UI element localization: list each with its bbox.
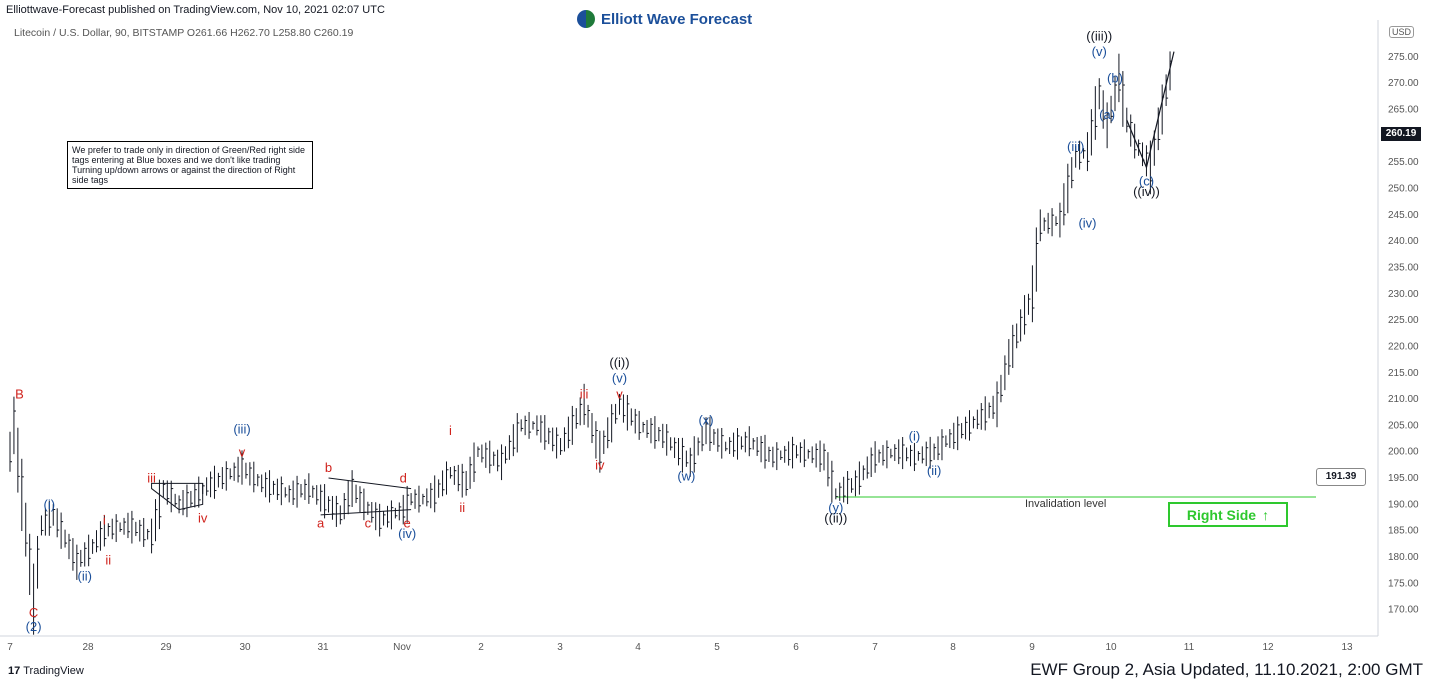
wave-label: (iv) <box>398 526 416 541</box>
x-tick-label: 3 <box>557 642 563 653</box>
y-tick-label: 270.00 <box>1388 78 1419 89</box>
y-tick-label: 190.00 <box>1388 499 1419 510</box>
y-tick-label: 175.00 <box>1388 578 1419 589</box>
x-tick-label: 31 <box>317 642 329 653</box>
x-tick-label: 28 <box>82 642 94 653</box>
y-tick-label: 275.00 <box>1388 52 1419 63</box>
tradingview-label: TradingView <box>23 665 84 677</box>
wave-label: ii <box>105 552 111 567</box>
wave-label: v <box>239 444 246 459</box>
y-tick-label: 180.00 <box>1388 552 1419 563</box>
y-tick-label: 185.00 <box>1388 526 1419 537</box>
x-tick-label: 5 <box>714 642 720 653</box>
y-tick-label: 220.00 <box>1388 341 1419 352</box>
x-tick-label: 9 <box>1029 642 1035 653</box>
x-tick-label: 10 <box>1105 642 1117 653</box>
projection-path <box>1126 51 1175 170</box>
wave-label: (iii) <box>233 422 250 437</box>
wave-label: (i) <box>44 497 56 512</box>
wave-label: e <box>404 516 411 531</box>
y-tick-label: 205.00 <box>1388 420 1419 431</box>
x-tick-label: 2 <box>478 642 484 653</box>
trading-note: We prefer to trade only in direction of … <box>67 141 313 189</box>
wave-label: a <box>317 516 325 531</box>
y-tick-label: 250.00 <box>1388 183 1419 194</box>
brand-logo: Elliott Wave Forecast <box>577 10 752 28</box>
wave-label: ((ii)) <box>824 510 847 525</box>
x-tick-label: 6 <box>793 642 799 653</box>
arrow-up-icon: ↑ <box>1262 506 1270 523</box>
wave-label: (x) <box>698 413 713 428</box>
y-tick-label: 225.00 <box>1388 315 1419 326</box>
y-tick-label: 235.00 <box>1388 262 1419 273</box>
right-side-label: Right Side <box>1186 506 1257 523</box>
wave-label: v <box>616 386 623 401</box>
y-tick-label: 170.00 <box>1388 605 1419 616</box>
wave-label: B <box>15 386 24 401</box>
wave-label: (i) <box>909 428 921 443</box>
wave-label: b <box>325 460 332 475</box>
triangle-upper-line <box>328 477 412 490</box>
wave-label: ((iii)) <box>1086 28 1112 43</box>
wave-label: (ii) <box>927 463 941 478</box>
wave-label: C <box>29 605 38 620</box>
brand-icon <box>577 10 595 28</box>
x-tick-label: 29 <box>160 642 172 653</box>
brand-name: Elliott Wave Forecast <box>601 10 753 28</box>
x-tick-label: 8 <box>950 642 956 653</box>
wave-label: (2) <box>26 619 42 634</box>
wave-label: ii <box>459 500 465 515</box>
y-tick-label: 255.00 <box>1388 157 1419 168</box>
wave-label: (c) <box>1139 173 1154 188</box>
wave-label: (y) <box>828 500 843 515</box>
x-tick-label: 30 <box>239 642 251 653</box>
triangle-lower-line <box>320 509 412 516</box>
wave-label: i <box>103 513 106 528</box>
wave-label: (a) <box>1099 107 1115 122</box>
wave-label: iv <box>595 458 605 473</box>
wave-label: (v) <box>1092 44 1107 59</box>
wave-label: c <box>365 516 372 531</box>
wave-label: (ii) <box>77 568 91 583</box>
wave-label: (v) <box>612 371 627 386</box>
x-tick-label: 7 <box>872 642 878 653</box>
x-tick-label: Nov <box>393 642 411 653</box>
invalidation-price-tag: 191.39 <box>1316 468 1366 486</box>
wave-label: d <box>400 471 407 486</box>
y-tick-label: 240.00 <box>1388 236 1419 247</box>
published-line: Elliottwave-Forecast published on Tradin… <box>6 4 385 16</box>
right-side-tag: Right Side ↑ <box>1168 502 1288 527</box>
tradingview-logo[interactable]: 17 TradingView <box>8 665 84 677</box>
wave-label: ((i)) <box>609 355 629 370</box>
wave-label: (iv) <box>1078 216 1096 231</box>
y-tick-label: 210.00 <box>1388 394 1419 405</box>
wave-label: iii <box>580 386 589 401</box>
footer-update-text: EWF Group 2, Asia Updated, 11.10.2021, 2… <box>1030 660 1423 679</box>
wave-label: (b) <box>1107 70 1123 85</box>
x-tick-label: 11 <box>1184 642 1195 653</box>
last-price-tag: 260.19 <box>1381 127 1421 141</box>
flag-pattern <box>151 482 204 511</box>
x-tick-label: 13 <box>1341 642 1353 653</box>
wave-label: (iii) <box>1067 139 1084 154</box>
x-tick-label: 7 <box>7 642 13 653</box>
wave-label: i <box>449 423 452 438</box>
invalidation-label: Invalidation level <box>1025 498 1107 510</box>
y-tick-label: 230.00 <box>1388 289 1419 300</box>
x-tick-label: 12 <box>1262 642 1274 653</box>
currency-label: USD <box>1389 26 1415 38</box>
wave-label: iv <box>198 510 208 525</box>
y-tick-label: 200.00 <box>1388 447 1419 458</box>
x-tick-label: 4 <box>635 642 641 653</box>
y-tick-label: 245.00 <box>1388 210 1419 221</box>
y-tick-label: 195.00 <box>1388 473 1419 484</box>
y-tick-label: 215.00 <box>1388 368 1419 379</box>
wave-label: ((iv)) <box>1133 184 1160 199</box>
y-tick-label: 265.00 <box>1388 105 1419 116</box>
wave-label: (w) <box>677 468 695 483</box>
symbol-line: Litecoin / U.S. Dollar, 90, BITSTAMP O26… <box>14 27 354 39</box>
wave-label: iii <box>147 471 156 486</box>
tradingview-icon: 17 <box>8 665 21 677</box>
